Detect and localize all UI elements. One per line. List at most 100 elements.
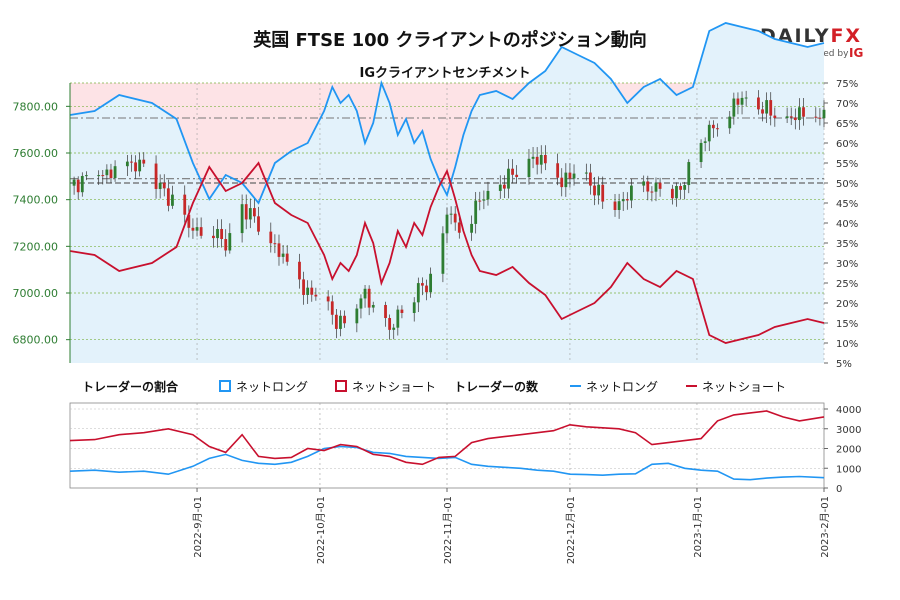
candle-body	[716, 128, 719, 130]
candle-body	[84, 175, 88, 177]
candle-body	[527, 158, 531, 178]
candle-body	[216, 228, 219, 239]
candle-body	[130, 161, 133, 163]
percent-tick-label: 20%	[836, 299, 858, 310]
candle-body	[134, 162, 137, 172]
price-axis-labels: 6800.00 7000.00 7200.00 7400.00 7600.00 7800.…	[13, 100, 70, 347]
candle-body	[699, 142, 703, 163]
candle-body	[281, 253, 285, 257]
percent-tick-label: 30%	[836, 259, 858, 270]
candle-body	[507, 168, 510, 189]
candle-body	[798, 107, 801, 121]
count-tick-label: 1000	[836, 464, 861, 475]
candle-body	[306, 287, 310, 295]
candle-body	[248, 208, 252, 220]
candle-body	[601, 184, 605, 202]
candle-body	[793, 117, 797, 121]
candle-body	[531, 156, 535, 159]
candle-body	[449, 213, 453, 215]
candle-body	[736, 98, 740, 105]
candle-body	[396, 309, 400, 328]
date-axis-labels: 2022-9月-01 2022-10月-01 2022-11月-01 2022-12月…	[192, 488, 831, 564]
candle-body	[339, 315, 342, 329]
candle-body	[621, 199, 625, 202]
candle-body	[158, 182, 162, 189]
candle-body	[273, 243, 277, 245]
percent-tick-label: 55%	[836, 159, 858, 170]
date-tick-label: 2023-1月-01	[692, 496, 704, 558]
candle-body	[711, 124, 715, 129]
count-panel: 0 1000 2000 3000 4000	[69, 402, 861, 495]
candle-body	[166, 188, 170, 206]
candle-body	[80, 175, 84, 193]
date-tick-label: 2022-9月-01	[192, 496, 204, 558]
legend-ratio-long: ネットロング	[236, 380, 308, 394]
logo-ig: IG	[849, 46, 863, 60]
candle-body	[761, 109, 764, 114]
percent-tick-label: 40%	[836, 219, 858, 230]
date-tick-label: 2022-11月-01	[442, 496, 454, 564]
candle-body	[441, 233, 445, 274]
net-short-count-line	[69, 410, 825, 466]
candle-body	[498, 184, 502, 191]
candle-body	[515, 174, 519, 178]
candle-body	[371, 304, 375, 308]
candle-body	[445, 214, 449, 234]
candle-body	[650, 191, 654, 193]
candle-body	[560, 177, 564, 188]
candle-body	[138, 159, 142, 172]
legend-count-title: トレーダーの数	[454, 379, 539, 394]
candle-body	[703, 141, 707, 143]
candle-body	[388, 318, 392, 330]
candle-body	[822, 109, 826, 119]
candle-body	[257, 216, 260, 232]
candle-body	[457, 222, 461, 233]
candle-body	[625, 199, 629, 201]
candle-body	[769, 100, 773, 116]
candle-body	[654, 182, 658, 192]
candle-body	[785, 116, 789, 119]
percent-tick-label: 50%	[836, 179, 858, 190]
price-tick-label: 7800.00	[13, 100, 59, 113]
candle-body	[429, 273, 433, 293]
candle-body	[228, 233, 232, 251]
candle-body	[400, 309, 404, 313]
candle-body	[740, 97, 744, 105]
candle-body	[543, 154, 547, 164]
candle-body	[535, 156, 539, 165]
candle-body	[343, 315, 346, 324]
candle-body	[109, 169, 113, 179]
candle-body	[539, 154, 543, 165]
candle-body	[564, 172, 568, 188]
price-candles	[72, 90, 826, 340]
candle-body	[818, 117, 822, 119]
date-tick-label: 2022-10月-01	[315, 496, 327, 564]
percent-tick-label: 75%	[836, 79, 858, 90]
candle-body	[744, 97, 748, 99]
candle-body	[728, 116, 732, 129]
candle-body	[642, 181, 646, 186]
candle-body	[212, 235, 215, 239]
candle-body	[732, 98, 736, 117]
candle-body	[97, 175, 101, 177]
count-gridlines	[70, 403, 825, 488]
net-long-count-line	[69, 445, 825, 481]
candle-body	[412, 302, 416, 313]
candle-body	[687, 162, 691, 186]
candle-body	[814, 116, 818, 118]
candle-body	[707, 124, 711, 142]
candle-body	[191, 227, 195, 231]
candle-body	[302, 279, 305, 295]
candle-body	[773, 115, 777, 119]
candle-body	[105, 169, 109, 176]
candle-body	[72, 179, 76, 186]
candle-body	[502, 184, 506, 189]
candle-body	[220, 228, 224, 240]
candle-body	[125, 161, 129, 167]
candle-body	[101, 175, 105, 177]
candle-body	[630, 185, 633, 201]
candle-body	[187, 214, 191, 228]
count-tick-label: 3000	[836, 425, 861, 436]
candle-body	[474, 200, 478, 224]
price-tick-label: 7000.00	[13, 287, 59, 300]
